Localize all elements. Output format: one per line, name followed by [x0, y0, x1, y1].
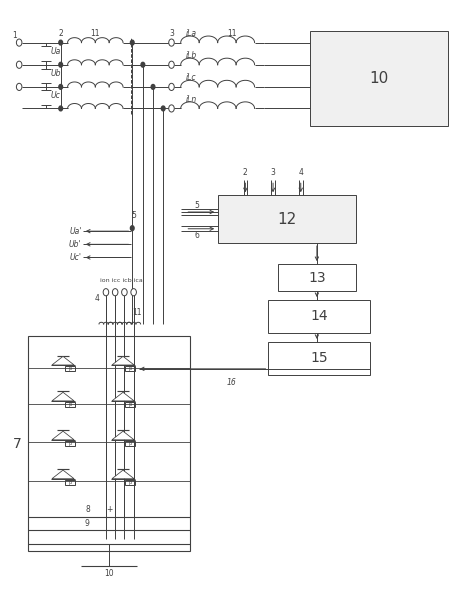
Bar [65, 479, 75, 485]
Text: p: p [128, 441, 131, 446]
Text: 12: 12 [277, 212, 296, 227]
Text: 11: 11 [227, 29, 236, 38]
Bar [310, 31, 449, 127]
Bar [28, 336, 190, 551]
Polygon shape [52, 470, 74, 479]
Text: 1: 1 [12, 31, 17, 40]
Text: 11: 11 [132, 308, 142, 317]
Polygon shape [52, 431, 74, 440]
Polygon shape [112, 356, 134, 365]
Circle shape [169, 83, 174, 91]
Circle shape [161, 106, 165, 111]
Text: 6: 6 [194, 230, 199, 239]
Polygon shape [52, 392, 74, 401]
Text: p: p [68, 366, 71, 371]
Bar [125, 366, 135, 371]
Circle shape [16, 39, 22, 46]
Bar [269, 342, 370, 375]
Text: iLb: iLb [185, 51, 197, 60]
Circle shape [169, 39, 174, 46]
Circle shape [131, 289, 137, 296]
Text: 5: 5 [194, 201, 199, 210]
Circle shape [151, 85, 155, 89]
Text: 10: 10 [369, 71, 389, 86]
Text: 5: 5 [131, 211, 136, 220]
Circle shape [103, 289, 109, 296]
Circle shape [169, 105, 174, 112]
Text: p: p [128, 402, 131, 407]
Text: Uc': Uc' [69, 253, 81, 262]
Text: Ub': Ub' [69, 240, 81, 249]
Text: p: p [68, 479, 71, 485]
Circle shape [141, 62, 145, 67]
Circle shape [59, 40, 63, 45]
Bar [125, 402, 135, 407]
Text: 3: 3 [270, 168, 275, 177]
Text: 2: 2 [58, 29, 63, 38]
Text: ion icc icb ica: ion icc icb ica [100, 278, 143, 283]
Text: 7: 7 [13, 437, 21, 451]
Circle shape [131, 40, 134, 45]
Circle shape [169, 61, 174, 68]
Circle shape [59, 62, 63, 67]
Text: iLn: iLn [185, 95, 197, 104]
Circle shape [131, 226, 134, 230]
Circle shape [59, 85, 63, 89]
Text: 16: 16 [226, 378, 237, 387]
Text: 9: 9 [85, 519, 90, 528]
Text: p: p [128, 479, 131, 485]
Text: 14: 14 [310, 310, 328, 323]
Text: 4: 4 [298, 168, 303, 177]
Text: p: p [128, 366, 131, 371]
Circle shape [122, 289, 127, 296]
Text: 11: 11 [91, 29, 100, 38]
Polygon shape [112, 431, 134, 440]
Text: 10: 10 [104, 569, 114, 578]
Text: iLa: iLa [185, 29, 196, 38]
Text: +: + [106, 505, 113, 514]
Text: 4: 4 [94, 294, 99, 303]
Text: Ua: Ua [50, 47, 61, 56]
Text: 2: 2 [243, 168, 248, 177]
Bar [125, 440, 135, 446]
Polygon shape [112, 470, 134, 479]
Text: Ua': Ua' [69, 227, 81, 236]
Text: Uc: Uc [50, 91, 61, 100]
Bar [65, 402, 75, 407]
Text: 15: 15 [310, 352, 328, 365]
Text: p: p [68, 441, 71, 446]
Text: iLc: iLc [185, 73, 196, 82]
Text: p: p [68, 402, 71, 407]
Circle shape [16, 61, 22, 68]
Text: 3: 3 [169, 29, 174, 38]
Circle shape [113, 289, 118, 296]
Bar [125, 479, 135, 485]
Polygon shape [112, 392, 134, 401]
Circle shape [16, 83, 22, 91]
Circle shape [59, 106, 63, 111]
Bar [269, 300, 370, 333]
Bar [218, 195, 356, 243]
Text: Ub: Ub [50, 69, 61, 78]
Text: 8: 8 [85, 505, 90, 514]
Bar [65, 440, 75, 446]
Bar [278, 264, 356, 291]
Bar [65, 366, 75, 371]
Text: 13: 13 [308, 271, 325, 284]
Polygon shape [52, 356, 74, 365]
